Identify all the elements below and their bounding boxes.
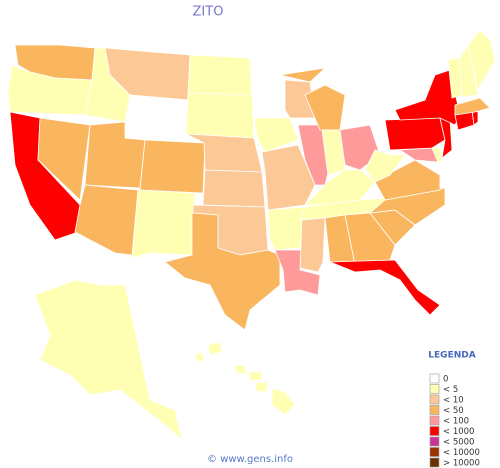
state [299,217,326,273]
legend-swatch [429,447,440,457]
state [304,84,346,131]
legend-swatch [429,394,440,405]
state [185,92,255,139]
legend-swatch [429,426,440,436]
state [279,67,327,83]
legend-swatch [429,436,440,447]
state [207,341,223,356]
state [187,54,253,96]
legend-swatch [429,373,440,384]
legend-swatch [429,457,440,468]
state [364,149,406,183]
state [34,279,183,442]
states [7,29,496,442]
state [249,57,291,119]
legend-label: 0 [443,375,448,385]
state [254,381,269,393]
state [194,351,205,363]
legend-label: < 10 [443,396,464,406]
state [284,79,316,119]
state [164,212,281,331]
legend: LEGENDA 0< 5< 10< 50< 100< 1000< 5000< 1… [428,351,480,468]
legend-label: < 10000 [443,448,480,458]
state [124,94,189,143]
legend-label: < 1000 [443,427,474,437]
legend-label: < 5000 [443,438,474,448]
state [202,169,266,208]
legend-label: < 5 [443,385,458,395]
legend-label: < 50 [443,406,464,416]
legend-title: LEGENDA [428,351,475,361]
state [454,97,491,116]
state [74,184,139,256]
state [267,206,306,251]
legend-label: > 10000 [443,459,480,468]
state [459,43,479,98]
state [139,139,206,194]
state [234,364,247,375]
state [253,117,299,153]
state [329,259,441,316]
state [431,147,443,163]
legend-swatch [429,405,440,415]
footer: © www.gens.info [207,454,293,465]
legend-swatch [429,415,440,426]
state [368,187,446,226]
state [271,387,296,416]
state [344,212,396,266]
state [247,371,263,382]
state [384,117,446,151]
legend-label: < 100 [443,417,469,427]
state [398,147,439,163]
legend-swatch [429,384,440,394]
map-title: ZITO [193,5,224,20]
state [131,189,196,259]
state [37,117,91,201]
state [467,29,496,92]
